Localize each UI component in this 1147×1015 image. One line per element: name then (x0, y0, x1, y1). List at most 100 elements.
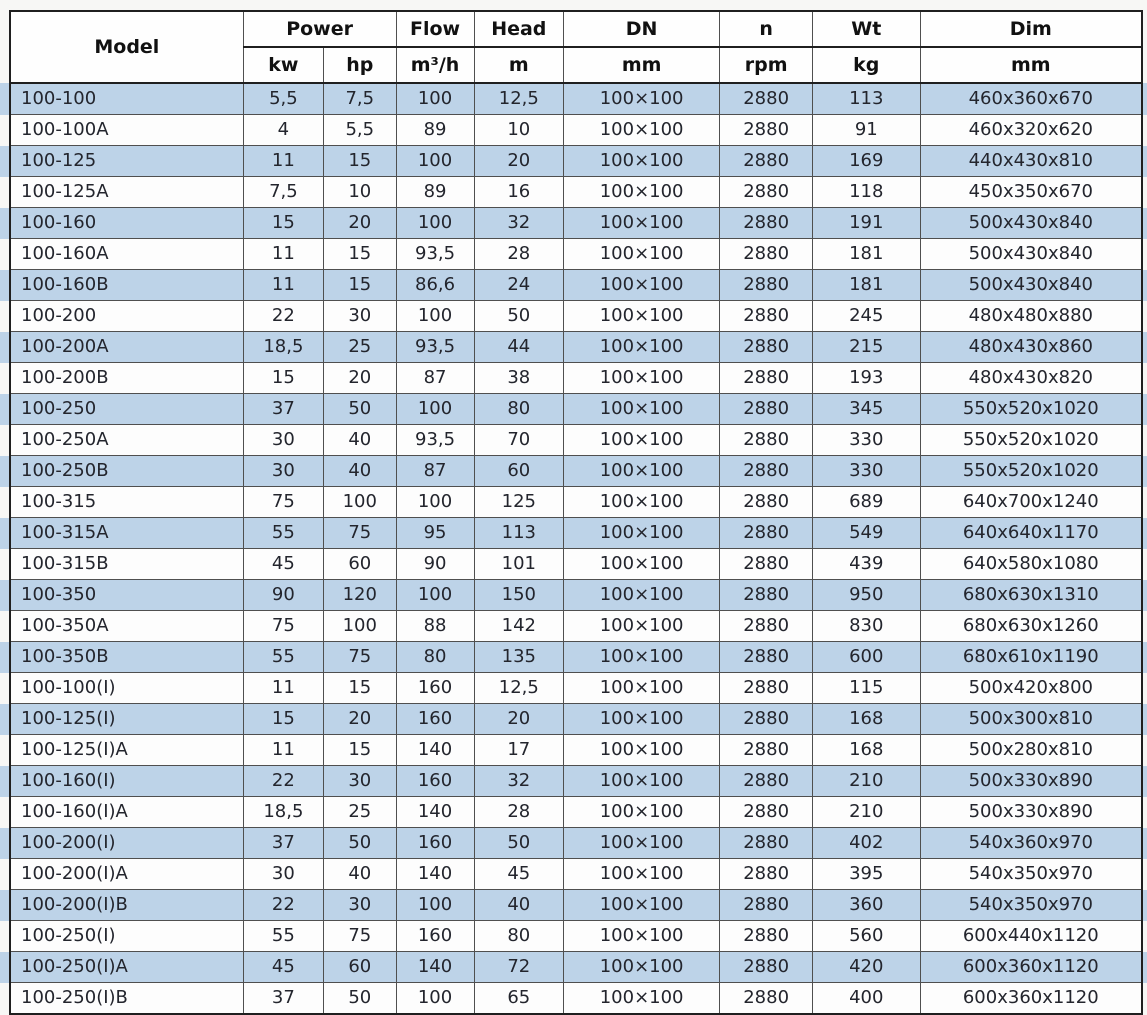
cell-wt: 330 (812, 455, 921, 487)
cell-n: 2880 (719, 734, 814, 766)
table-row: 100-125(I) 15 20 160 20 100×100 2880 168 500x300… (9, 703, 1143, 735)
cell-dim: 640x580x1080 (919, 548, 1143, 580)
cell-flow: 93,5 (395, 238, 475, 270)
cell-dim: 440x430x810 (919, 145, 1143, 177)
cell-hp: 25 (323, 331, 397, 363)
cell-flow: 100 (395, 145, 475, 177)
cell-hp: 30 (323, 765, 397, 797)
col-header-model: Model (9, 10, 244, 84)
cell-flow: 100 (395, 486, 475, 518)
cell-model: 100-350A (9, 610, 244, 642)
table-row: 100-200A 18,5 25 93,5 44 100×100 2880 215 480x43… (9, 331, 1143, 363)
unit-flow: m³/h (395, 46, 475, 84)
cell-hp: 40 (323, 858, 397, 890)
cell-head: 12,5 (473, 672, 565, 704)
cell-head: 28 (473, 238, 565, 270)
cell-wt: 560 (812, 920, 921, 952)
cell-dn: 100×100 (563, 207, 721, 239)
cell-model: 100-160 (9, 207, 244, 239)
cell-kw: 75 (242, 610, 325, 642)
cell-dn: 100×100 (563, 548, 721, 580)
cell-hp: 20 (323, 362, 397, 394)
cell-hp: 7,5 (323, 82, 397, 115)
cell-dn: 100×100 (563, 455, 721, 487)
cell-dn: 100×100 (563, 393, 721, 425)
cell-model: 100-250(I) (9, 920, 244, 952)
cell-hp: 60 (323, 951, 397, 983)
cell-head: 32 (473, 207, 565, 239)
cell-model: 100-250B (9, 455, 244, 487)
cell-hp: 5,5 (323, 114, 397, 146)
cell-hp: 50 (323, 982, 397, 1015)
col-header-head: Head (473, 10, 565, 48)
cell-dim: 500x280x810 (919, 734, 1143, 766)
cell-hp: 15 (323, 269, 397, 301)
cell-model: 100-125(I) (9, 703, 244, 735)
cell-kw: 30 (242, 424, 325, 456)
cell-n: 2880 (719, 238, 814, 270)
cell-flow: 88 (395, 610, 475, 642)
cell-model: 100-250A (9, 424, 244, 456)
cell-dim: 480x430x820 (919, 362, 1143, 394)
cell-dn: 100×100 (563, 734, 721, 766)
cell-head: 70 (473, 424, 565, 456)
cell-flow: 100 (395, 982, 475, 1015)
cell-dim: 500x430x840 (919, 207, 1143, 239)
cell-head: 142 (473, 610, 565, 642)
pump-spec-table: Model Power Flow Head DN n Wt Dim kw hp … (9, 10, 1143, 1015)
cell-n: 2880 (719, 765, 814, 797)
cell-wt: 169 (812, 145, 921, 177)
cell-kw: 37 (242, 827, 325, 859)
cell-flow: 89 (395, 114, 475, 146)
table-row: 100-125(I)A 11 15 140 17 100×100 2880 168 500x28… (9, 734, 1143, 766)
table-row: 100-250A 30 40 93,5 70 100×100 2880 330 550x520x… (9, 424, 1143, 456)
cell-dim: 680x610x1190 (919, 641, 1143, 673)
cell-kw: 18,5 (242, 331, 325, 363)
cell-kw: 15 (242, 207, 325, 239)
cell-hp: 120 (323, 579, 397, 611)
cell-dn: 100×100 (563, 703, 721, 735)
cell-hp: 50 (323, 393, 397, 425)
unit-dn: mm (563, 46, 721, 84)
cell-kw: 55 (242, 517, 325, 549)
cell-dn: 100×100 (563, 145, 721, 177)
cell-model: 100-100A (9, 114, 244, 146)
cell-dn: 100×100 (563, 889, 721, 921)
cell-wt: 395 (812, 858, 921, 890)
cell-flow: 160 (395, 703, 475, 735)
cell-kw: 22 (242, 889, 325, 921)
cell-head: 50 (473, 827, 565, 859)
cell-n: 2880 (719, 672, 814, 704)
cell-flow: 100 (395, 393, 475, 425)
cell-head: 28 (473, 796, 565, 828)
cell-dim: 550x520x1020 (919, 455, 1143, 487)
cell-n: 2880 (719, 114, 814, 146)
table-row: 100-250B 30 40 87 60 100×100 2880 330 550x520x10… (9, 455, 1143, 487)
cell-flow: 93,5 (395, 424, 475, 456)
cell-dn: 100×100 (563, 331, 721, 363)
cell-dn: 100×100 (563, 486, 721, 518)
cell-flow: 140 (395, 951, 475, 983)
cell-dn: 100×100 (563, 858, 721, 890)
cell-n: 2880 (719, 486, 814, 518)
cell-dim: 680x630x1260 (919, 610, 1143, 642)
cell-dn: 100×100 (563, 362, 721, 394)
cell-hp: 30 (323, 889, 397, 921)
cell-head: 24 (473, 269, 565, 301)
cell-n: 2880 (719, 82, 814, 115)
cell-wt: 210 (812, 796, 921, 828)
cell-wt: 330 (812, 424, 921, 456)
cell-head: 150 (473, 579, 565, 611)
cell-flow: 90 (395, 548, 475, 580)
unit-dim: mm (919, 46, 1143, 84)
cell-head: 60 (473, 455, 565, 487)
table-row: 100-160A 11 15 93,5 28 100×100 2880 181 500x430x… (9, 238, 1143, 270)
cell-head: 65 (473, 982, 565, 1015)
cell-wt: 830 (812, 610, 921, 642)
cell-flow: 100 (395, 207, 475, 239)
cell-wt: 168 (812, 703, 921, 735)
table-row: 100-200B 15 20 87 38 100×100 2880 193 480x430x82… (9, 362, 1143, 394)
cell-kw: 5,5 (242, 82, 325, 115)
cell-dn: 100×100 (563, 920, 721, 952)
cell-dim: 480x430x860 (919, 331, 1143, 363)
